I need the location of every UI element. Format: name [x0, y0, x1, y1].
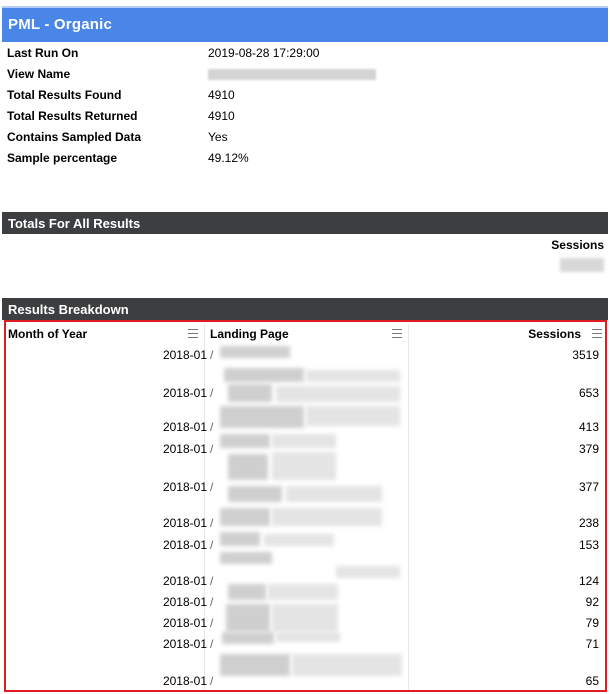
cell-month: 2018-01 — [162, 420, 207, 434]
hamburger-menu-icon[interactable] — [392, 329, 402, 338]
redacted-url — [220, 346, 290, 358]
cell-month: 2018-01 — [162, 674, 207, 688]
redacted-url — [272, 434, 336, 448]
column-divider — [408, 324, 409, 690]
meta-value: Yes — [208, 130, 228, 144]
cell-month: 2018-01 — [162, 616, 207, 630]
cell-landing-page[interactable]: / — [210, 574, 214, 588]
redacted-url — [336, 566, 400, 578]
redacted-url — [226, 604, 270, 632]
redacted-url — [228, 486, 282, 502]
redacted-url — [222, 632, 274, 644]
redacted-url — [220, 406, 304, 428]
cell-landing-page[interactable]: / — [210, 516, 214, 530]
cell-sessions: 71 — [585, 637, 599, 651]
cell-landing-page[interactable]: / — [210, 637, 214, 651]
cell-landing-page[interactable]: / — [210, 674, 214, 688]
hamburger-menu-icon[interactable] — [188, 329, 198, 338]
cell-landing-page[interactable]: / — [210, 420, 214, 434]
report-title-bar: PML - Organic — [2, 6, 608, 42]
meta-label: Sample percentage — [7, 151, 118, 165]
redacted-url — [276, 386, 400, 402]
meta-value: 49.12% — [208, 151, 249, 165]
cell-month: 2018-01 — [162, 516, 207, 530]
redacted-url — [272, 508, 382, 526]
cell-sessions: 65 — [585, 674, 599, 688]
cell-landing-page[interactable]: / — [210, 442, 214, 456]
column-header-sessions[interactable]: Sessions — [528, 327, 581, 341]
cell-sessions: 3519 — [572, 348, 599, 362]
totals-sessions-value-redacted — [560, 258, 604, 272]
cell-month: 2018-01 — [162, 348, 207, 362]
cell-landing-page[interactable]: / — [210, 386, 214, 400]
redacted-url — [286, 486, 382, 502]
breakdown-section-bar: Results Breakdown — [2, 298, 608, 320]
column-header-month[interactable]: Month of Year — [8, 327, 88, 341]
redacted-url — [228, 454, 268, 480]
redacted-url — [228, 384, 272, 402]
cell-sessions: 413 — [578, 420, 599, 434]
cell-month: 2018-01 — [162, 442, 207, 456]
redacted-url — [292, 654, 402, 676]
meta-label: Total Results Found — [7, 88, 122, 102]
cell-sessions: 153 — [578, 538, 599, 552]
cell-landing-page[interactable]: / — [210, 616, 214, 630]
cell-sessions: 92 — [585, 595, 599, 609]
cell-sessions: 653 — [578, 386, 599, 400]
redacted-url — [268, 584, 338, 600]
redacted-url — [220, 532, 260, 546]
cell-landing-page[interactable]: / — [210, 538, 214, 552]
report-title: PML - Organic — [8, 16, 113, 33]
results-breakdown-table: Month of Year Landing Page Sessions 2018… — [4, 320, 607, 692]
meta-value: 4910 — [208, 88, 235, 102]
redacted-url — [264, 534, 334, 546]
cell-sessions: 124 — [578, 574, 599, 588]
column-header-landing-page[interactable]: Landing Page — [210, 327, 289, 341]
meta-label: Last Run On — [7, 46, 79, 60]
cell-landing-page[interactable]: / — [210, 480, 214, 494]
totals-section-title: Totals For All Results — [8, 216, 141, 231]
cell-sessions: 79 — [585, 616, 599, 630]
redacted-url — [220, 434, 270, 448]
cell-sessions: 238 — [578, 516, 599, 530]
redacted-url — [220, 654, 290, 676]
redacted-url — [220, 508, 270, 526]
cell-month: 2018-01 — [162, 480, 207, 494]
redacted-url — [306, 406, 400, 426]
cell-month: 2018-01 — [162, 386, 207, 400]
totals-section-bar: Totals For All Results — [2, 212, 608, 234]
redacted-url — [220, 552, 272, 564]
cell-landing-page[interactable]: / — [210, 595, 214, 609]
cell-month: 2018-01 — [162, 574, 207, 588]
hamburger-menu-icon[interactable] — [592, 329, 602, 338]
cell-month: 2018-01 — [162, 595, 207, 609]
meta-label: Contains Sampled Data — [7, 130, 142, 144]
redacted-url — [224, 368, 304, 382]
cell-sessions: 379 — [578, 442, 599, 456]
meta-value: 4910 — [208, 109, 235, 123]
redacted-url — [306, 370, 400, 382]
meta-value: 2019-08-28 17:29:00 — [208, 46, 320, 60]
cell-sessions: 377 — [578, 480, 599, 494]
cell-month: 2018-01 — [162, 538, 207, 552]
meta-label: Total Results Returned — [7, 109, 138, 123]
meta-label: View Name — [7, 67, 71, 81]
meta-value-redacted — [208, 67, 376, 83]
totals-sessions-header: Sessions — [551, 238, 604, 252]
cell-landing-page[interactable]: / — [210, 348, 214, 362]
breakdown-section-title: Results Breakdown — [8, 302, 129, 317]
redacted-url — [272, 604, 338, 632]
redacted-url — [276, 632, 340, 642]
cell-month: 2018-01 — [162, 637, 207, 651]
redacted-url — [272, 452, 336, 480]
column-divider — [204, 324, 205, 690]
redacted-url — [228, 584, 266, 600]
